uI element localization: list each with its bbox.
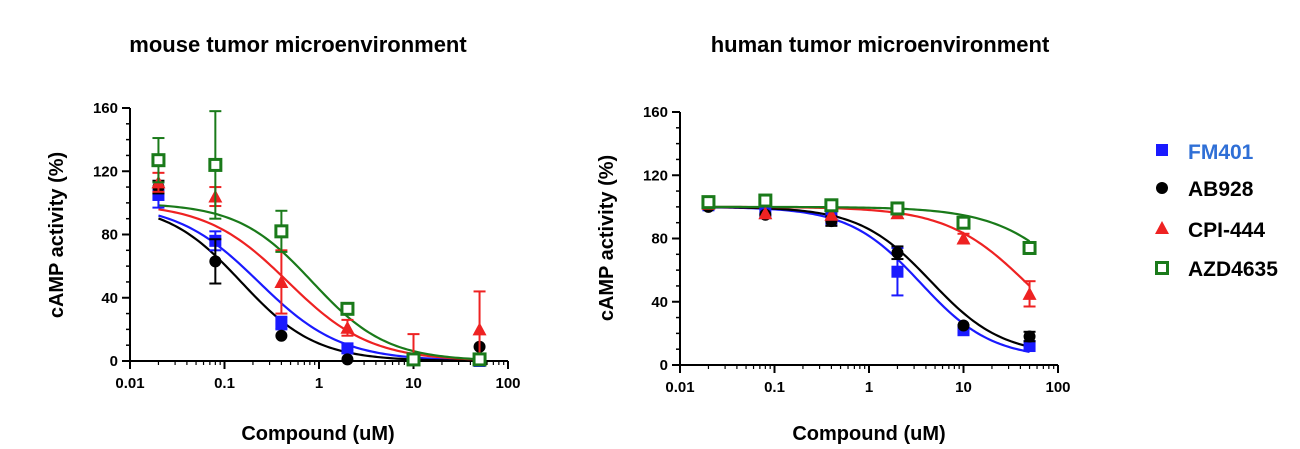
human-chart-points <box>701 193 1037 353</box>
human-x-tick-label: 1 <box>865 379 873 396</box>
legend-marker-cpi-444 <box>1155 221 1169 234</box>
human-x-tick-label: 100 <box>1045 379 1070 396</box>
mouse-x-tick-label: 1 <box>315 375 323 392</box>
mouse-point-ab928 <box>209 255 222 268</box>
mouse-point-cpi-444 <box>340 320 355 334</box>
legend-label-fm401: FM401 <box>1188 141 1254 164</box>
legend: FM401 AB928 CPI-444 AZD4635 <box>1155 141 1278 281</box>
mouse-point-azd4635 <box>340 301 355 316</box>
mouse-point-fm401 <box>275 317 288 330</box>
mouse-y-tick-label: 120 <box>93 163 118 180</box>
legend-marker-fm401 <box>1156 144 1168 156</box>
mouse-y-tick-label: 80 <box>101 227 118 244</box>
mouse-x-tick-label: 100 <box>495 375 520 392</box>
legend-symbol-fm401 <box>1156 144 1168 156</box>
human-chart-title: human tumor microenvironment <box>711 32 1050 57</box>
human-y-tick-label: 0 <box>660 357 668 374</box>
mouse-point-azd4635 <box>274 224 289 239</box>
human-chart-ylabel: cAMP activity (%) <box>596 155 618 321</box>
mouse-chart-points <box>151 110 487 367</box>
human-y-tick-label: 160 <box>643 104 668 121</box>
mouse-point-cpi-444 <box>472 322 487 336</box>
mouse-point-cpi-444 <box>274 274 289 288</box>
human-point-azd4635 <box>890 201 905 216</box>
human-point-azd4635 <box>701 195 716 210</box>
human-chart: human tumor microenvironment cAMP activi… <box>596 32 1071 445</box>
legend-label-cpi-444: CPI-444 <box>1188 219 1265 242</box>
legend-symbol-cpi-444 <box>1155 221 1169 234</box>
mouse-chart-ylabel: cAMP activity (%) <box>46 152 68 318</box>
human-x-tick-label: 0.1 <box>764 379 785 396</box>
human-point-ab928 <box>1023 330 1036 343</box>
human-point-cpi-444 <box>1022 286 1037 300</box>
mouse-point-azd4635 <box>208 157 223 172</box>
human-point-cpi-444 <box>824 207 839 221</box>
human-point-azd4635 <box>956 215 971 230</box>
legend-item-ab928: AB928 <box>1156 178 1254 201</box>
human-x-tick-label: 0.01 <box>665 379 694 396</box>
mouse-point-azd4635 <box>406 352 421 367</box>
human-point-fm401 <box>891 265 904 278</box>
mouse-fit-curve-cpi-444 <box>158 208 480 361</box>
legend-label-ab928: AB928 <box>1188 178 1254 201</box>
human-chart-axes: 0 40 80 120 160 0.01 0.1 1 10 100 <box>643 104 1071 396</box>
human-chart-fit-curves <box>708 205 1031 353</box>
mouse-chart-axes: 0 40 80 120 160 0.01 0.1 1 10 100 <box>93 100 521 392</box>
human-point-ab928 <box>891 246 904 259</box>
mouse-point-azd4635 <box>151 153 166 168</box>
human-chart-xlabel: Compound (uM) <box>792 423 945 445</box>
human-x-tick-label: 10 <box>955 379 972 396</box>
mouse-point-ab928 <box>275 329 288 342</box>
human-point-cpi-444 <box>956 231 971 245</box>
mouse-fit-curve-ab928 <box>158 217 480 362</box>
legend-item-cpi-444: CPI-444 <box>1155 219 1265 242</box>
mouse-y-tick-label: 160 <box>93 100 118 117</box>
mouse-chart-title: mouse tumor microenvironment <box>129 32 467 57</box>
legend-symbol-ab928 <box>1156 182 1168 194</box>
human-point-azd4635 <box>1022 240 1037 255</box>
mouse-x-tick-label: 10 <box>405 375 422 392</box>
mouse-chart: mouse tumor microenvironment cAMP activi… <box>46 32 521 445</box>
legend-marker-azd4635 <box>1155 261 1169 275</box>
human-fit-curve-ab928 <box>708 206 1030 348</box>
human-point-azd4635 <box>824 198 839 213</box>
legend-item-fm401: FM401 <box>1156 141 1254 164</box>
human-point-azd4635 <box>758 193 773 208</box>
mouse-fit-curve-azd4635 <box>158 204 480 361</box>
mouse-x-tick-label: 0.1 <box>214 375 235 392</box>
legend-symbol-azd4635 <box>1155 261 1169 275</box>
mouse-y-tick-label: 40 <box>101 290 118 307</box>
human-y-tick-label: 40 <box>651 294 668 311</box>
legend-label-azd4635: AZD4635 <box>1188 258 1278 281</box>
mouse-point-azd4635 <box>472 352 487 367</box>
mouse-chart-xlabel: Compound (uM) <box>241 423 394 445</box>
mouse-point-fm401 <box>341 342 354 355</box>
mouse-y-tick-label: 0 <box>110 353 118 370</box>
human-y-tick-label: 120 <box>643 167 668 184</box>
mouse-x-tick-label: 0.01 <box>115 375 144 392</box>
mouse-point-ab928 <box>341 353 354 366</box>
human-point-ab928 <box>957 319 970 332</box>
legend-marker-ab928 <box>1156 182 1168 194</box>
mouse-chart-fit-curves <box>158 204 480 362</box>
legend-item-azd4635: AZD4635 <box>1155 258 1278 281</box>
human-point-fm401 <box>1023 340 1036 353</box>
human-point-cpi-444 <box>758 206 773 220</box>
human-y-tick-label: 80 <box>651 231 668 248</box>
